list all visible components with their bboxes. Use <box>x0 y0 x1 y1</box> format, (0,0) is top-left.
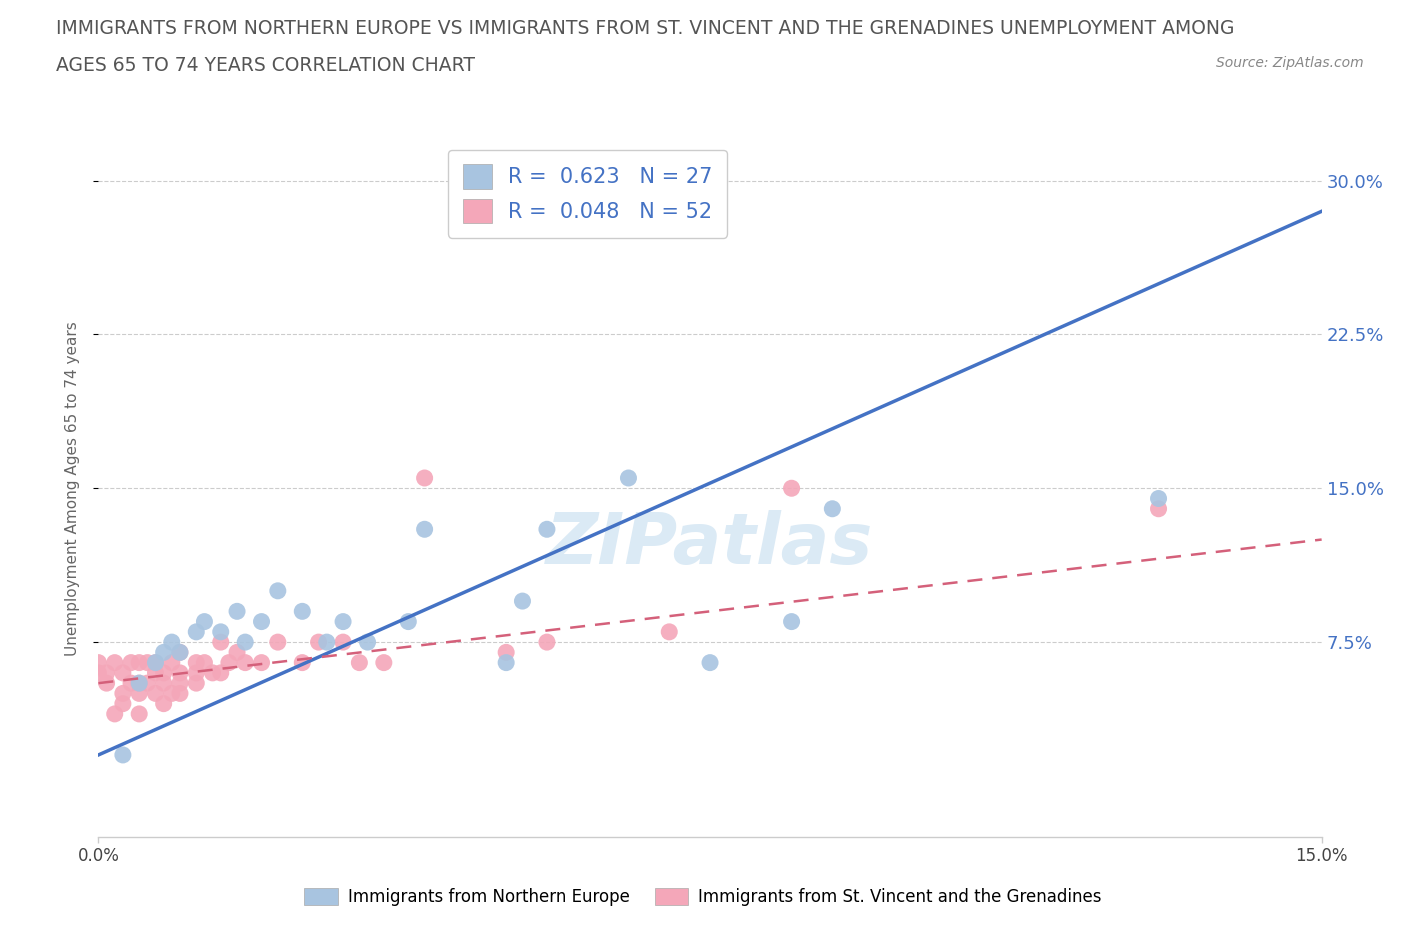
Point <box>160 656 183 671</box>
Point <box>332 614 354 629</box>
Point <box>291 604 314 618</box>
Point <box>169 686 191 701</box>
Point <box>356 634 378 649</box>
Point <box>186 676 208 691</box>
Point <box>128 676 150 691</box>
Point <box>218 656 240 671</box>
Point <box>96 666 118 681</box>
Legend: Immigrants from Northern Europe, Immigrants from St. Vincent and the Grenadines: Immigrants from Northern Europe, Immigra… <box>298 881 1108 912</box>
Point <box>536 522 558 537</box>
Point <box>120 656 142 671</box>
Point <box>267 583 290 598</box>
Point <box>152 697 174 711</box>
Point <box>152 676 174 691</box>
Point <box>209 624 232 639</box>
Point <box>145 656 167 671</box>
Point <box>193 656 215 671</box>
Point <box>226 644 249 659</box>
Point <box>250 614 273 629</box>
Point <box>152 644 174 659</box>
Point <box>169 644 191 659</box>
Point <box>145 656 167 671</box>
Point <box>1147 491 1170 506</box>
Text: IMMIGRANTS FROM NORTHERN EUROPE VS IMMIGRANTS FROM ST. VINCENT AND THE GRENADINE: IMMIGRANTS FROM NORTHERN EUROPE VS IMMIG… <box>56 19 1234 37</box>
Point <box>120 676 142 691</box>
Point <box>349 656 371 671</box>
Point <box>201 666 224 681</box>
Point <box>96 676 118 691</box>
Point <box>658 624 681 639</box>
Text: ZIPatlas: ZIPatlas <box>547 510 873 578</box>
Point <box>536 634 558 649</box>
Point <box>495 656 517 671</box>
Point <box>209 634 232 649</box>
Point <box>308 634 330 649</box>
Y-axis label: Unemployment Among Ages 65 to 74 years: Unemployment Among Ages 65 to 74 years <box>65 321 80 656</box>
Text: Source: ZipAtlas.com: Source: ZipAtlas.com <box>1216 56 1364 70</box>
Point <box>104 656 127 671</box>
Text: AGES 65 TO 74 YEARS CORRELATION CHART: AGES 65 TO 74 YEARS CORRELATION CHART <box>56 56 475 74</box>
Point <box>136 676 159 691</box>
Point <box>169 676 191 691</box>
Point <box>1147 501 1170 516</box>
Point <box>780 481 803 496</box>
Point <box>145 686 167 701</box>
Point <box>512 593 534 608</box>
Point <box>128 676 150 691</box>
Point <box>193 614 215 629</box>
Point <box>152 666 174 681</box>
Point <box>780 614 803 629</box>
Point <box>87 666 110 681</box>
Point <box>128 686 150 701</box>
Point <box>111 697 134 711</box>
Point <box>104 707 127 722</box>
Point <box>186 656 208 671</box>
Point <box>233 634 256 649</box>
Point <box>87 656 110 671</box>
Point <box>128 656 150 671</box>
Point <box>169 666 191 681</box>
Point <box>160 634 183 649</box>
Point <box>250 656 273 671</box>
Point <box>226 604 249 618</box>
Point <box>315 634 337 649</box>
Point <box>396 614 419 629</box>
Point <box>332 634 354 649</box>
Point <box>233 656 256 671</box>
Point <box>209 666 232 681</box>
Point <box>699 656 721 671</box>
Point <box>373 656 395 671</box>
Legend: R =  0.623   N = 27, R =  0.048   N = 52: R = 0.623 N = 27, R = 0.048 N = 52 <box>449 150 727 238</box>
Point <box>136 656 159 671</box>
Point <box>413 471 436 485</box>
Point <box>617 471 640 485</box>
Point <box>111 748 134 763</box>
Point <box>186 624 208 639</box>
Point <box>128 707 150 722</box>
Point <box>111 666 134 681</box>
Point <box>169 644 191 659</box>
Point <box>821 501 844 516</box>
Point <box>495 644 517 659</box>
Point <box>267 634 290 649</box>
Point <box>160 686 183 701</box>
Point <box>111 686 134 701</box>
Point <box>291 656 314 671</box>
Point <box>186 666 208 681</box>
Point <box>145 666 167 681</box>
Point <box>413 522 436 537</box>
